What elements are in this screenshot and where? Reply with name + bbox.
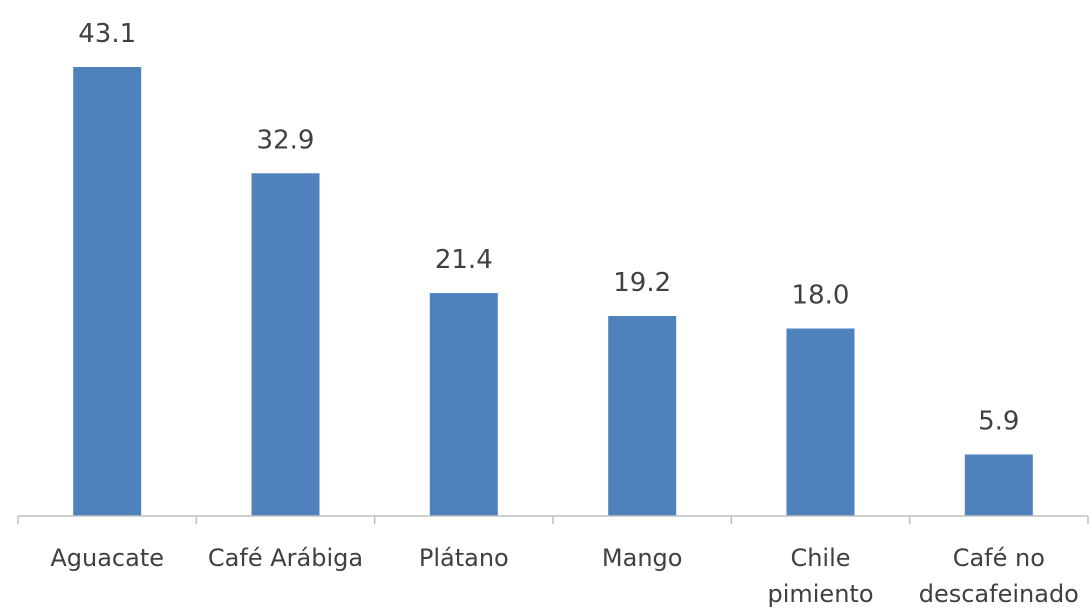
category-label-0: Aguacate bbox=[50, 544, 164, 572]
category-label-3: Mango bbox=[602, 544, 683, 572]
value-labels-group: 43.1 32.9 21.4 19.2 18.0 5.9 bbox=[78, 19, 1019, 437]
bar-1 bbox=[252, 173, 320, 516]
value-label-4: 18.0 bbox=[792, 281, 850, 311]
category-label-line: Chile bbox=[790, 544, 850, 572]
category-label-line: Café no bbox=[953, 544, 1045, 572]
bar-0 bbox=[73, 67, 141, 516]
category-labels-group: Aguacate Café Arábiga Plátano Mango Chile pim… bbox=[50, 544, 1078, 608]
category-label-1: Café Arábiga bbox=[208, 544, 363, 572]
category-label-5: Café no descafeinado bbox=[919, 544, 1079, 608]
bar-4 bbox=[787, 329, 855, 517]
category-label-line: Plátano bbox=[419, 544, 509, 572]
value-label-1: 32.9 bbox=[257, 125, 315, 155]
bar-3 bbox=[608, 316, 676, 516]
value-label-5: 5.9 bbox=[978, 407, 1019, 437]
value-label-2: 21.4 bbox=[435, 245, 493, 275]
category-label-2: Plátano bbox=[419, 544, 509, 572]
bars-group bbox=[73, 67, 1033, 516]
category-label-line: Mango bbox=[602, 544, 683, 572]
x-axis bbox=[18, 516, 1088, 524]
value-label-0: 43.1 bbox=[78, 19, 136, 49]
category-label-4: Chile pimiento bbox=[767, 544, 873, 608]
bar-2 bbox=[430, 293, 498, 516]
category-label-line: Café Arábiga bbox=[208, 544, 363, 572]
category-label-line: descafeinado bbox=[919, 580, 1079, 608]
category-label-line: pimiento bbox=[767, 580, 873, 608]
category-label-line: Aguacate bbox=[50, 544, 164, 572]
bar-5 bbox=[965, 455, 1033, 517]
value-label-3: 19.2 bbox=[613, 268, 671, 298]
